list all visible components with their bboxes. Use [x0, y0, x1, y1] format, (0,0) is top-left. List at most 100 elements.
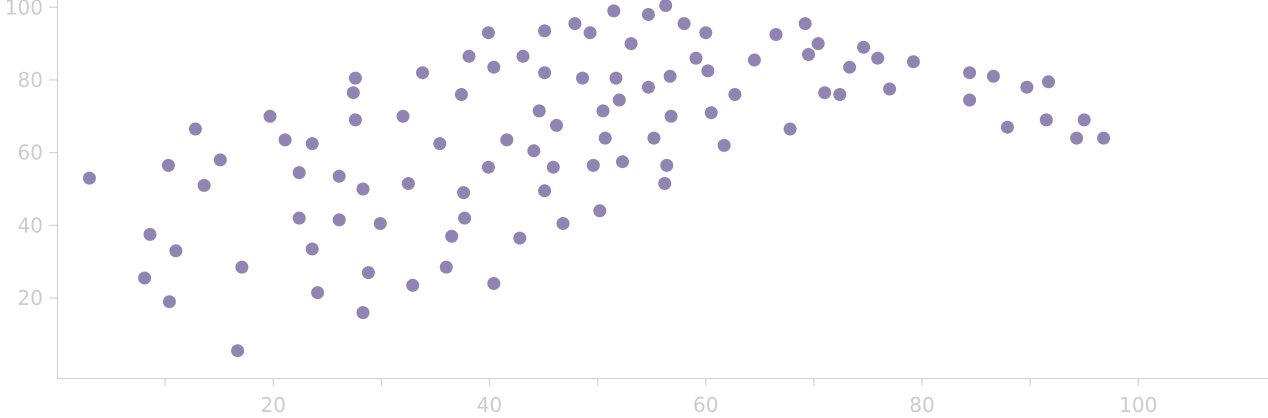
data-point	[663, 69, 677, 83]
data-point	[576, 71, 589, 85]
data-point	[664, 109, 678, 123]
data-point	[538, 184, 552, 198]
data-point	[235, 260, 249, 274]
data-point	[292, 166, 306, 180]
data-point	[659, 0, 673, 12]
data-point	[586, 158, 600, 172]
data-point	[401, 177, 415, 190]
data-point	[1042, 75, 1055, 89]
data-point	[348, 113, 362, 127]
data-point	[717, 138, 731, 152]
data-point	[704, 106, 718, 120]
data-point	[843, 60, 857, 74]
data-point	[487, 60, 501, 74]
data-point	[583, 26, 597, 40]
data-point	[647, 131, 661, 145]
data-point	[963, 66, 977, 80]
data-point	[1070, 131, 1084, 145]
data-point	[1039, 113, 1053, 127]
data-point	[231, 344, 245, 358]
data-point	[311, 286, 325, 300]
data-point	[1020, 80, 1034, 94]
data-point	[481, 160, 495, 174]
data-point	[416, 66, 429, 80]
data-point	[641, 8, 655, 21]
data-point	[487, 277, 501, 290]
data-point	[278, 133, 292, 147]
data-point	[883, 82, 897, 96]
y-tick-label: 20	[18, 286, 43, 310]
data-point	[454, 88, 468, 101]
data-point	[433, 137, 447, 151]
x-tick-label: 80	[909, 393, 934, 417]
data-point	[213, 153, 227, 167]
data-point	[699, 26, 713, 40]
data-point	[598, 131, 612, 145]
data-point	[500, 133, 514, 147]
data-point	[1000, 120, 1014, 134]
data-points	[82, 0, 1111, 358]
data-point	[857, 40, 871, 54]
y-tick-label: 40	[18, 213, 43, 237]
data-point	[197, 178, 211, 192]
y-tick-label: 60	[18, 141, 43, 165]
data-point	[546, 160, 560, 174]
y-tick-label: 80	[18, 68, 43, 92]
data-point	[677, 17, 691, 31]
data-point	[356, 306, 370, 320]
data-point	[607, 4, 621, 18]
data-point	[596, 104, 610, 118]
data-point	[162, 295, 176, 309]
data-point	[82, 171, 96, 185]
data-point	[332, 213, 346, 227]
data-point	[798, 17, 812, 31]
data-point	[263, 109, 277, 123]
data-point	[406, 278, 420, 292]
data-point	[1077, 113, 1091, 127]
data-point	[641, 80, 655, 94]
data-point	[188, 122, 202, 136]
data-point	[373, 217, 387, 230]
x-axis: 20 40 60 80 100	[57, 377, 1268, 417]
data-point	[833, 88, 847, 101]
data-point	[802, 48, 815, 61]
data-point	[609, 71, 623, 85]
data-point	[305, 242, 319, 256]
data-point	[556, 217, 570, 230]
data-point	[161, 158, 175, 172]
data-point	[593, 204, 607, 218]
data-point	[612, 93, 626, 107]
data-point	[138, 271, 152, 285]
data-point	[516, 49, 530, 63]
data-point	[532, 104, 546, 118]
data-point	[143, 227, 157, 241]
data-point	[568, 17, 582, 31]
data-point	[1097, 131, 1111, 145]
data-point	[292, 211, 306, 225]
x-tick-label: 20	[261, 393, 286, 417]
data-point	[457, 186, 471, 200]
data-point	[513, 231, 527, 245]
data-point	[624, 37, 638, 51]
data-point	[747, 53, 761, 67]
data-point	[346, 86, 360, 100]
data-point	[445, 229, 459, 243]
data-point	[361, 266, 375, 280]
data-point	[439, 260, 453, 274]
data-point	[906, 55, 920, 69]
data-point	[701, 64, 715, 78]
data-point	[783, 122, 797, 136]
data-point	[660, 158, 674, 172]
y-tick-label: 100	[5, 0, 43, 19]
data-point	[818, 86, 832, 100]
data-point	[963, 93, 977, 107]
y-ticks: 20 40 60 80 100	[5, 0, 57, 310]
data-point	[728, 88, 742, 101]
data-point	[305, 137, 319, 151]
data-point	[356, 182, 370, 196]
data-point	[538, 24, 552, 38]
x-tick-label: 60	[693, 393, 718, 417]
x-tick-label: 100	[1119, 393, 1157, 417]
data-point	[658, 177, 672, 190]
x-tick-label: 40	[477, 393, 502, 417]
